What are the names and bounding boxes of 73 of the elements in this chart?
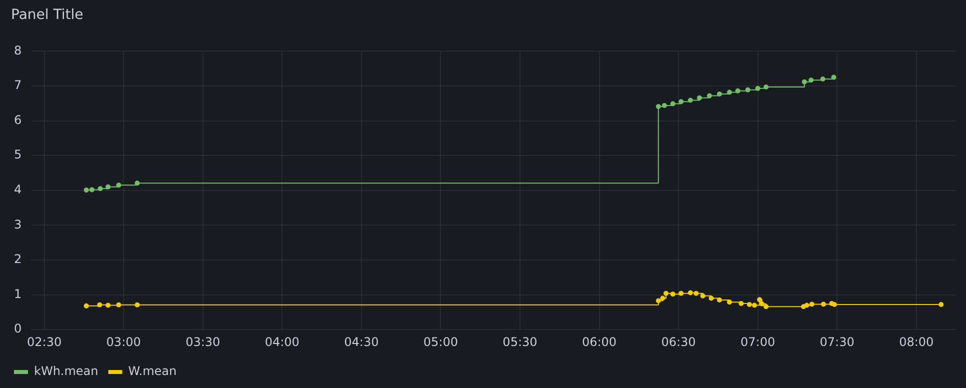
point	[706, 93, 712, 98]
point	[694, 290, 699, 296]
point	[755, 86, 760, 91]
chart-title: Panel Title	[11, 7, 84, 23]
point	[757, 297, 762, 302]
point	[716, 298, 722, 303]
point	[746, 302, 752, 308]
point	[708, 296, 714, 301]
point	[660, 296, 666, 301]
point	[678, 99, 684, 104]
y-tick-label: 8	[14, 43, 22, 58]
point	[831, 74, 836, 80]
point	[662, 102, 667, 108]
x-tick-label: 02:30	[27, 334, 62, 349]
x-tick-label: 04:30	[344, 334, 379, 349]
point	[745, 87, 750, 92]
point	[670, 101, 676, 106]
y-tick-label: 3	[14, 217, 22, 232]
point	[89, 187, 94, 192]
point	[738, 301, 744, 306]
point	[98, 186, 103, 192]
point	[106, 184, 111, 190]
x-tick-label: 07:30	[820, 334, 854, 349]
point	[688, 98, 693, 103]
point	[716, 92, 722, 97]
legend-label: W.mean	[128, 364, 177, 378]
point	[84, 188, 89, 193]
x-tick-label: 08:00	[899, 334, 934, 349]
point	[764, 84, 769, 90]
x-tick-label: 06:30	[661, 334, 696, 349]
point	[678, 290, 684, 296]
point	[832, 302, 837, 308]
x-tick-label: 07:00	[740, 334, 776, 349]
legend-label: kWh.mean	[34, 364, 98, 378]
y-tick-label: 7	[14, 78, 22, 92]
point	[700, 293, 706, 298]
x-tick-label: 03:30	[186, 334, 220, 349]
point	[802, 79, 807, 84]
point	[670, 292, 676, 297]
point	[820, 302, 826, 307]
point	[688, 290, 693, 296]
x-tick-label: 06:00	[582, 334, 617, 349]
point	[134, 180, 140, 186]
x-tick-label: 04:00	[264, 334, 300, 349]
point	[84, 303, 89, 308]
y-tick-label: 4	[14, 182, 22, 197]
point	[764, 304, 769, 310]
y-tick-label: 5	[14, 148, 22, 162]
point	[804, 302, 810, 308]
point	[664, 290, 669, 296]
point	[656, 104, 661, 110]
x-tick-label: 05:30	[502, 334, 538, 349]
point	[938, 302, 944, 308]
point	[116, 302, 122, 308]
y-tick-label: 0	[14, 322, 22, 336]
point	[808, 78, 814, 83]
y-tick-label: 6	[14, 112, 22, 127]
point	[656, 298, 661, 304]
point	[752, 302, 757, 308]
point	[116, 182, 122, 188]
point	[726, 90, 732, 95]
point	[106, 302, 111, 308]
point	[97, 302, 102, 308]
point	[735, 88, 740, 94]
y-tick-label: 2	[14, 252, 22, 266]
x-tick-label: 05:00	[423, 334, 458, 349]
point	[820, 76, 826, 82]
point	[726, 300, 732, 305]
point	[134, 302, 140, 308]
point	[696, 95, 702, 100]
point	[809, 302, 814, 307]
x-tick-label: 03:00	[106, 334, 141, 349]
y-tick-label: 1	[14, 286, 22, 301]
